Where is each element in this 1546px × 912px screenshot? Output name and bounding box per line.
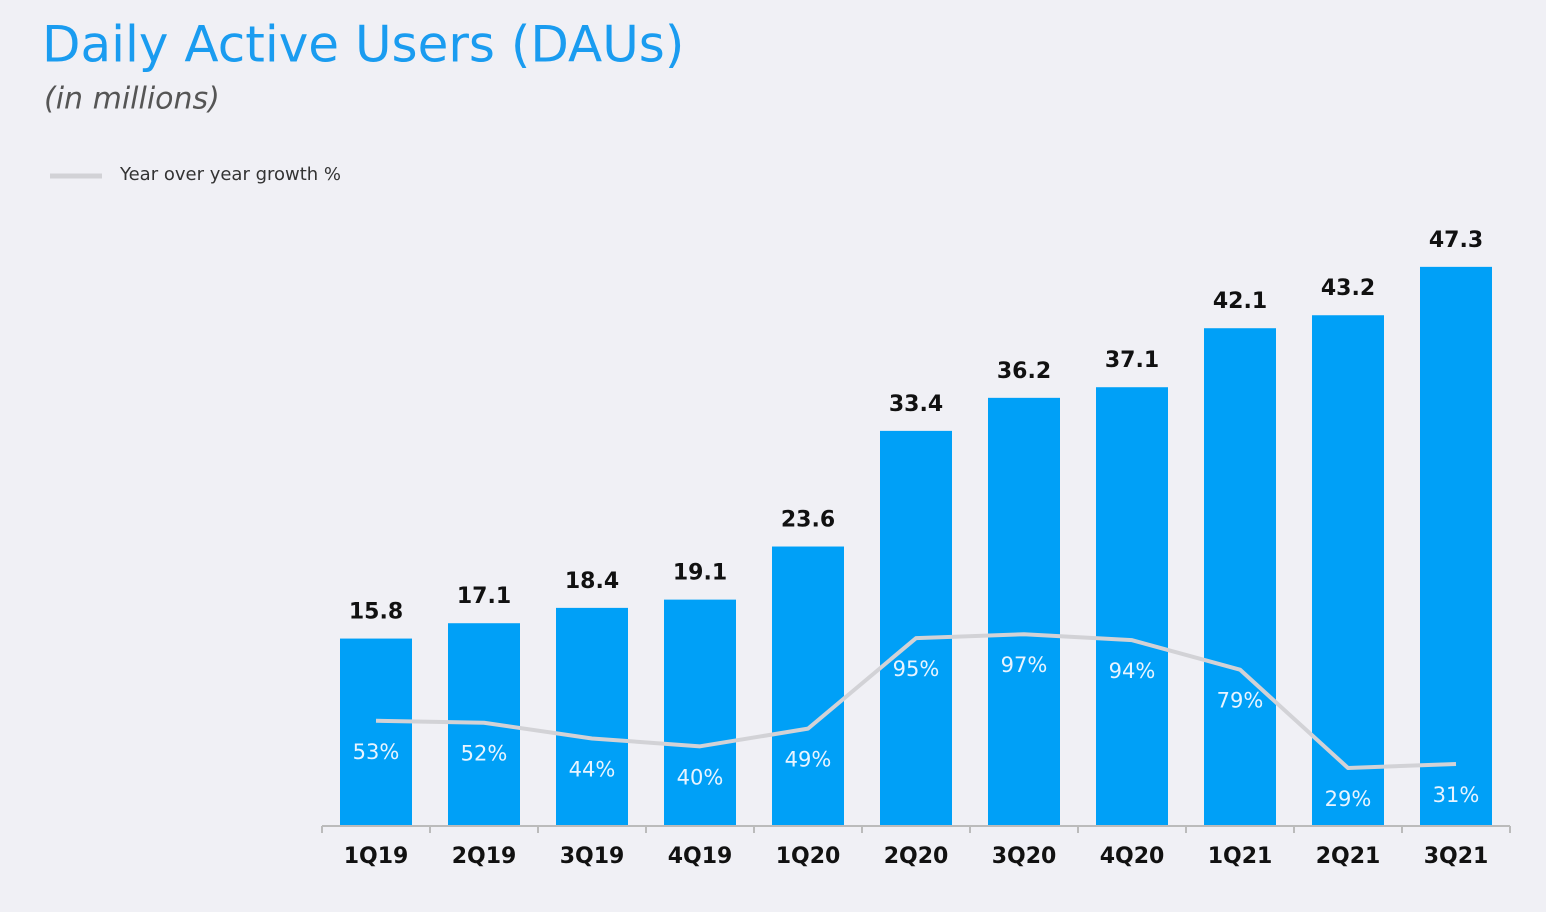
bar <box>772 546 844 825</box>
growth-line <box>375 632 1457 770</box>
bar-value-label: 47.3 <box>1429 228 1483 253</box>
bar <box>1420 266 1492 825</box>
bar <box>664 599 736 825</box>
x-tick-label: 1Q19 <box>344 844 409 869</box>
bar-value-label: 42.1 <box>1213 289 1267 314</box>
bar-value-label: 17.1 <box>457 584 511 609</box>
x-tick-label: 4Q20 <box>1100 844 1165 869</box>
x-tick-label: 1Q21 <box>1208 844 1273 869</box>
bar <box>556 607 628 825</box>
growth-label: 95% <box>893 657 940 681</box>
chart-title: Daily Active Users (DAUs) <box>42 16 684 74</box>
x-tick-label: 3Q19 <box>560 844 625 869</box>
growth-label: 31% <box>1433 783 1480 807</box>
x-tick-label: 2Q20 <box>884 844 949 869</box>
bar <box>988 397 1060 825</box>
x-tick-label: 3Q21 <box>1424 844 1489 869</box>
bar <box>1312 315 1384 825</box>
bar <box>1096 387 1168 825</box>
x-tick-label: 3Q20 <box>992 844 1057 869</box>
bar <box>880 430 952 825</box>
bar-value-label: 19.1 <box>673 561 727 586</box>
bar <box>340 638 412 825</box>
legend-label: Year over year growth % <box>119 164 341 185</box>
growth-label: 52% <box>461 742 508 766</box>
bar-value-label: 37.1 <box>1105 348 1159 373</box>
growth-label: 49% <box>785 748 832 772</box>
x-tick-label: 1Q20 <box>776 844 841 869</box>
bar-value-label: 15.8 <box>349 600 403 625</box>
growth-label: 44% <box>569 757 616 781</box>
bar-value-label: 23.6 <box>781 508 835 533</box>
growth-label: 40% <box>677 765 724 789</box>
growth-label: 97% <box>1001 653 1048 677</box>
growth-label: 79% <box>1217 689 1264 713</box>
bar-value-label: 33.4 <box>889 392 943 417</box>
chart-subtitle: (in millions) <box>44 82 220 117</box>
x-tick-label: 2Q21 <box>1316 844 1381 869</box>
bar-value-label: 43.2 <box>1321 276 1375 301</box>
bar-value-label: 36.2 <box>997 359 1051 384</box>
x-tick-label: 4Q19 <box>668 844 733 869</box>
x-tick-label: 2Q19 <box>452 844 517 869</box>
bar-value-label: 18.4 <box>565 569 619 594</box>
growth-label: 29% <box>1325 787 1372 811</box>
bar <box>1204 328 1276 825</box>
growth-label: 53% <box>353 740 400 764</box>
growth-label: 94% <box>1109 659 1156 683</box>
